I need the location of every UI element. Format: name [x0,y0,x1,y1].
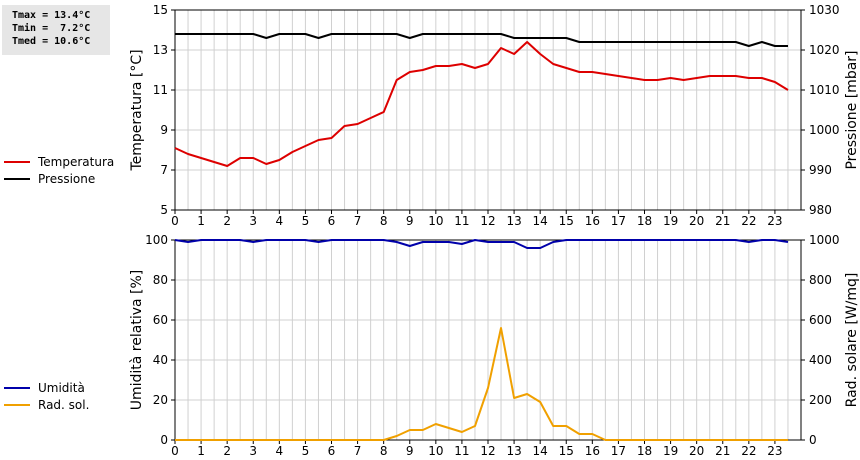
bottom-x-tick-label: 17 [611,444,626,458]
legend-item-pressione: Pressione [4,170,114,187]
bottom-x-tick-label: 11 [454,444,469,458]
top-yleft-tick-label: 13 [153,43,168,57]
top-yleft-tick-label: 5 [160,203,168,217]
stats-box: Tmax = 13.4°C Tmin = 7.2°C Tmed = 10.6°C [2,5,110,55]
tmed-stat: Tmed = 10.6°C [12,36,91,47]
top-x-tick-label: 0 [171,214,179,228]
bottom-x-tick-label: 23 [767,444,782,458]
top-x-tick-label: 18 [637,214,652,228]
bottom-ylabel-left: Umidità relativa [%] [129,270,145,411]
top-x-tick-label: 1 [197,214,205,228]
bottom-x-tick-label: 12 [480,444,495,458]
bottom-series-rad-sol- [175,327,788,441]
top-yright-tick-label: 980 [809,203,832,217]
bottom-x-tick-label: 8 [380,444,388,458]
top-x-tick-label: 10 [428,214,443,228]
bottom-yleft-tick-label: 60 [153,313,168,327]
legend-swatch-radsol [4,403,30,406]
legend-bottom: Umidità Rad. sol. [4,379,89,413]
top-x-tick-label: 5 [302,214,310,228]
bottom-x-tick-label: 21 [715,444,730,458]
top-x-tick-label: 22 [741,214,756,228]
bottom-x-tick-label: 16 [585,444,600,458]
bottom-yleft-tick-label: 0 [160,433,168,447]
top-x-tick-label: 13 [506,214,521,228]
legend-item-temperatura: Temperatura [4,153,114,170]
legend-swatch-umidita [4,386,30,389]
bottom-x-tick-label: 0 [171,444,179,458]
bottom-yright-tick-label: 800 [809,273,832,287]
bottom-ylabel-right: Rad. solare [W/mq] [844,273,860,408]
bottom-x-tick-label: 2 [223,444,231,458]
legend-label-umidita: Umidità [38,380,85,395]
legend-label-radsol: Rad. sol. [38,397,90,412]
top-yright-tick-label: 1020 [809,43,840,57]
bottom-x-tick-label: 15 [559,444,574,458]
top-x-tick-label: 17 [611,214,626,228]
top-x-tick-label: 23 [767,214,782,228]
bottom-yright-tick-label: 600 [809,313,832,327]
bottom-yright-tick-label: 400 [809,353,832,367]
bottom-x-tick-label: 19 [663,444,678,458]
bottom-x-tick-label: 13 [506,444,521,458]
top-series-temperatura [174,41,789,167]
bottom-x-tick-label: 3 [249,444,257,458]
top-x-tick-label: 16 [585,214,600,228]
top-x-tick-label: 11 [454,214,469,228]
bottom-x-tick-label: 22 [741,444,756,458]
tmin-stat: Tmin = 7.2°C [12,23,91,34]
legend-label-pressione: Pressione [38,171,96,186]
bottom-x-tick-label: 5 [302,444,310,458]
legend-item-radsol: Rad. sol. [4,396,89,413]
top-x-tick-label: 14 [533,214,548,228]
top-x-tick-label: 2 [223,214,231,228]
top-x-tick-label: 7 [354,214,362,228]
top-yright-tick-label: 1030 [809,3,840,17]
bottom-x-tick-label: 7 [354,444,362,458]
top-x-tick-label: 12 [480,214,495,228]
bottom-x-tick-label: 4 [276,444,284,458]
top-yright-tick-label: 990 [809,163,832,177]
top-x-tick-label: 8 [380,214,388,228]
bottom-x-tick-label: 9 [406,444,414,458]
bottom-yleft-tick-label: 80 [153,273,168,287]
bottom-yright-tick-label: 1000 [809,233,840,247]
top-x-tick-label: 3 [249,214,257,228]
legend-label-temperatura: Temperatura [38,154,115,169]
top-ylabel-left: Temperatura [°C] [129,49,145,171]
top-x-tick-label: 20 [689,214,704,228]
top-x-tick-label: 9 [406,214,414,228]
top-x-tick-label: 19 [663,214,678,228]
bottom-yleft-tick-label: 40 [153,353,168,367]
top-yleft-tick-label: 11 [153,83,168,97]
bottom-x-tick-label: 14 [533,444,548,458]
legend-top: Temperatura Pressione [4,153,114,187]
top-x-tick-label: 15 [559,214,574,228]
bottom-x-tick-label: 18 [637,444,652,458]
bottom-x-tick-label: 10 [428,444,443,458]
legend-swatch-temperatura [4,160,30,163]
top-yleft-tick-label: 9 [160,123,168,137]
top-yright-tick-label: 1010 [809,83,840,97]
top-x-tick-label: 4 [276,214,284,228]
bottom-x-tick-label: 1 [197,444,205,458]
bottom-yleft-tick-label: 20 [153,393,168,407]
top-ylabel-right: Pressione [mbar] [844,50,860,169]
top-yleft-tick-label: 7 [160,163,168,177]
bottom-x-tick-label: 20 [689,444,704,458]
bottom-yright-tick-label: 0 [809,433,817,447]
legend-swatch-pressione [4,177,30,180]
legend-item-umidita: Umidità [4,379,89,396]
bottom-yleft-tick-label: 100 [145,233,168,247]
top-x-tick-label: 6 [328,214,336,228]
bottom-series-umidit- [174,239,789,249]
bottom-x-tick-label: 6 [328,444,336,458]
tmax-stat: Tmax = 13.4°C [12,10,91,21]
bottom-yright-tick-label: 200 [809,393,832,407]
top-yright-tick-label: 1000 [809,123,840,137]
top-x-tick-label: 21 [715,214,730,228]
top-series-pressione [175,33,788,47]
top-yleft-tick-label: 15 [153,3,168,17]
